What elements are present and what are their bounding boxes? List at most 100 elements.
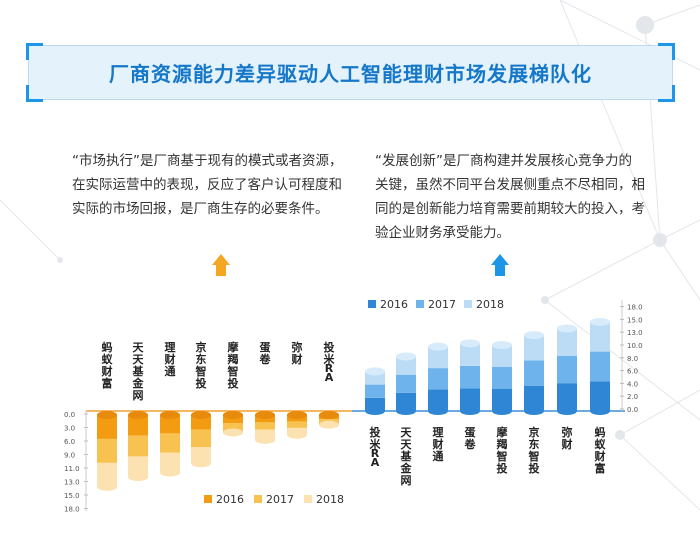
bar-segment-2018 xyxy=(128,456,148,478)
corner-bracket xyxy=(658,85,675,102)
bar-segment-2016 xyxy=(128,415,148,436)
bar-segment-2017 xyxy=(191,429,211,448)
legend-label: 2018 xyxy=(316,493,344,506)
bar-top-cap xyxy=(97,411,117,419)
category-label: 蛋卷 xyxy=(259,341,272,366)
bar-segment-2017 xyxy=(128,435,148,457)
bar-bottom-cap xyxy=(396,407,416,415)
bar-segment-2018 xyxy=(428,346,448,369)
bar-segment-2016 xyxy=(97,415,117,439)
bar-segment-2017 xyxy=(365,384,385,398)
y-tick-label: 18.0 xyxy=(627,304,643,312)
corner-bracket xyxy=(26,43,43,60)
y-tick-label: 11.0 xyxy=(64,465,80,473)
bar-segment-2018 xyxy=(396,356,416,375)
arrow-up-icon xyxy=(212,254,230,276)
y-tick-label: 9.0 xyxy=(64,452,75,460)
bar-segment-2018 xyxy=(557,328,577,356)
bar-segment-2016 xyxy=(590,381,610,411)
bar-segment-2018 xyxy=(255,429,275,440)
bar-top-cap xyxy=(223,411,243,419)
bar-segment-2017 xyxy=(557,356,577,384)
bar-segment-2017 xyxy=(590,351,610,382)
bar-bottom-cap xyxy=(191,459,211,468)
y-tick-label: 2.0 xyxy=(627,393,638,401)
bar-bottom-cap xyxy=(365,407,385,415)
bar-segment-2018 xyxy=(97,462,117,487)
category-label: 弥财 xyxy=(291,340,303,366)
bar-segment-2017 xyxy=(524,360,544,386)
bar-bottom-cap xyxy=(492,407,512,415)
corner-bracket xyxy=(658,43,675,60)
bar-segment-2016 xyxy=(396,392,416,411)
bar-top-cap xyxy=(255,411,275,419)
bar-segment-2017 xyxy=(97,438,117,463)
bar-segment-2016 xyxy=(557,383,577,411)
bar-top-cap xyxy=(396,352,416,361)
category-label: 摩羯智投 xyxy=(228,340,240,390)
category-label: 理财通 xyxy=(164,341,176,378)
category-label: 京东智投 xyxy=(196,340,207,390)
legend-label: 2018 xyxy=(476,298,504,311)
bar-segment-2016 xyxy=(223,415,243,424)
bar-segment-2017 xyxy=(223,423,243,433)
y-tick-label: 10.0 xyxy=(627,342,643,350)
bar-top-cap xyxy=(160,411,180,419)
bar-segment-2018 xyxy=(160,452,180,473)
bar-segment-2018 xyxy=(460,343,480,366)
category-label: 天天基金网 xyxy=(132,341,145,402)
category-label: 弥财 xyxy=(561,425,573,451)
bar-bottom-cap xyxy=(590,407,610,415)
arrow-up-icon xyxy=(491,254,509,276)
legend-swatch xyxy=(464,300,472,308)
y-tick-label: 13.0 xyxy=(627,329,643,337)
category-label: 京东智投 xyxy=(529,425,540,475)
page-title: 厂商资源能力差异驱动人工智能理财市场发展梯队化 xyxy=(109,62,592,86)
bar-bottom-cap xyxy=(160,468,180,477)
y-tick-label: 13.0 xyxy=(64,479,80,487)
y-tick-label: 0.0 xyxy=(627,406,638,414)
category-label: 天天基金网 xyxy=(400,426,413,487)
bar-segment-2016 xyxy=(160,415,180,434)
category-label: 理财通 xyxy=(432,426,444,463)
y-tick-label: 15.0 xyxy=(627,316,643,324)
bar-segment-2018 xyxy=(191,447,211,464)
bar-bottom-cap xyxy=(428,407,448,415)
legend-swatch xyxy=(254,495,262,503)
corner-bracket xyxy=(26,85,43,102)
legend-label: 2016 xyxy=(380,298,408,311)
bar-top-cap xyxy=(287,411,307,419)
bar-bottom-cap xyxy=(97,482,117,491)
bar-segment-2017 xyxy=(460,365,480,389)
y-tick-label: 15.0 xyxy=(64,492,80,500)
bar-segment-2017 xyxy=(396,374,416,393)
bar-top-cap xyxy=(557,324,577,333)
title-banner: 厂商资源能力差异驱动人工智能理财市场发展梯队化 xyxy=(26,43,675,102)
legend-label: 2016 xyxy=(216,493,244,506)
bar-bottom-cap xyxy=(460,407,480,415)
category-label: 摩羯智投 xyxy=(497,425,509,475)
legend-label: 2017 xyxy=(428,298,456,311)
y-tick-label: 18.0 xyxy=(64,506,80,514)
bar-bottom-cap xyxy=(223,428,243,437)
bar-top-cap xyxy=(460,339,480,348)
bar-segment-2016 xyxy=(428,389,448,411)
category-label: 蚂蚁财富 xyxy=(594,425,607,475)
category-label: 蛋卷 xyxy=(464,426,477,451)
bar-segment-2016 xyxy=(460,388,480,411)
bar-bottom-cap xyxy=(557,407,577,415)
bar-segment-2018 xyxy=(590,321,610,352)
bar-segment-2016 xyxy=(492,389,512,411)
y-tick-label: 3.0 xyxy=(64,425,75,433)
bar-segment-2018 xyxy=(524,335,544,361)
legend-swatch xyxy=(416,300,424,308)
y-tick-label: 6.0 xyxy=(627,368,638,376)
bar-segment-2016 xyxy=(191,415,211,430)
legend-swatch xyxy=(204,495,212,503)
bar-segment-2017 xyxy=(255,422,275,430)
bar-bottom-cap xyxy=(255,435,275,444)
legend-label: 2017 xyxy=(266,493,294,506)
bar-segment-2017 xyxy=(287,421,307,428)
bar-bottom-cap xyxy=(319,420,339,429)
